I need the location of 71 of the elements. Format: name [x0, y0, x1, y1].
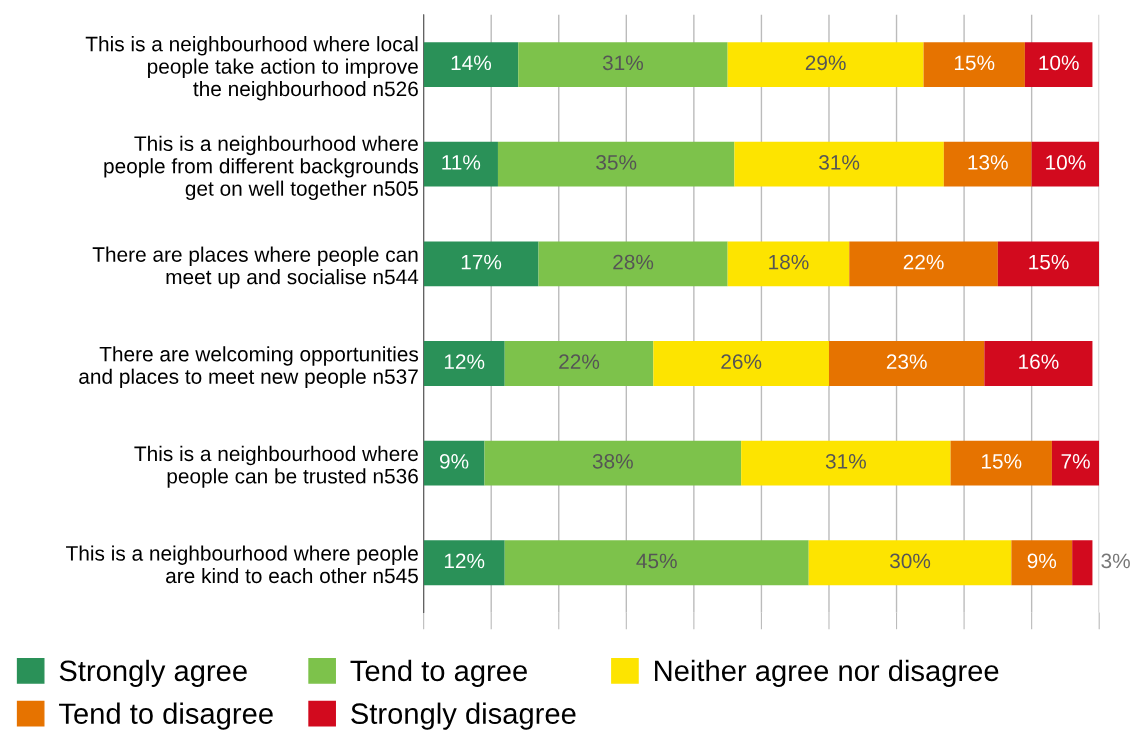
bar [849, 241, 998, 287]
data-label: 12% [444, 553, 485, 569]
bar [1072, 540, 1093, 586]
data-label: 10% [1046, 155, 1086, 170]
y-tick-label: This is a neighbourhood where people can be trusted n536 [134, 445, 418, 488]
data-label: 15% [1029, 254, 1069, 270]
legend-label: Tend to disagree [59, 702, 273, 730]
bar [943, 141, 1032, 187]
bar [828, 341, 985, 386]
bar [997, 241, 1100, 287]
bar [923, 42, 1025, 87]
bar [423, 440, 485, 486]
data-label: 22% [559, 354, 600, 369]
bar [538, 241, 728, 287]
data-label: 35% [596, 155, 637, 170]
bar [950, 440, 1052, 486]
data-label: 9% [1027, 553, 1057, 569]
bar [518, 42, 728, 87]
data-label: 18% [769, 254, 809, 270]
legend-label: Tend to agree [350, 659, 527, 687]
data-label: 29% [805, 55, 846, 71]
bar [1011, 540, 1073, 586]
bar [484, 440, 742, 486]
bar [497, 141, 735, 187]
data-label: 7% [1061, 454, 1090, 469]
data-label: 31% [602, 55, 644, 71]
bar [1024, 42, 1093, 87]
y-tick-label: There are places where people can meet up and socialise n544 [92, 246, 419, 289]
data-label: 45% [636, 553, 677, 569]
y-tick-label: There are welcoming opportunities and places to meet new people n537 [79, 346, 419, 389]
data-label: 3% [1101, 553, 1130, 569]
y-tick-label: This is a neighbourhood where local people take action to improve the neighbourhood n526 [85, 36, 418, 101]
bar [727, 241, 850, 287]
data-label: 26% [721, 354, 762, 370]
data-label: 31% [819, 155, 860, 170]
data-label: 17% [461, 254, 502, 270]
bar [734, 141, 944, 187]
bar [1051, 440, 1100, 486]
legend-label: Strongly agree [59, 659, 247, 687]
data-label: 9% [439, 453, 469, 469]
data-label: 14% [451, 55, 492, 71]
legend-label: Neither agree nor disagree [655, 659, 999, 687]
data-label: 10% [1039, 55, 1079, 71]
bar [984, 341, 1093, 386]
data-label: 15% [981, 454, 1022, 469]
bar [423, 241, 539, 287]
data-label: 23% [886, 354, 927, 370]
data-label: 16% [1019, 354, 1059, 370]
bar [741, 440, 951, 486]
y-tick-label: This is a neighbourhood where people from different backgrounds get on well together n505 [104, 135, 419, 201]
data-label: 31% [825, 453, 866, 469]
bar [504, 341, 654, 386]
bar [808, 540, 1012, 586]
data-label: 15% [954, 55, 995, 71]
legend-label: Strongly disagree [351, 702, 576, 730]
bar [423, 540, 505, 586]
bar [423, 341, 505, 386]
data-label: 30% [889, 553, 931, 569]
bar [423, 141, 498, 187]
bar [653, 341, 829, 386]
data-label: 12% [444, 354, 485, 369]
y-tick-label: This is a neighbourhood where people are kind to each other n545 [66, 545, 418, 584]
data-label: 13% [968, 155, 1008, 170]
data-label: 28% [613, 254, 654, 270]
bar [504, 540, 809, 586]
data-label: 11% [442, 155, 481, 170]
bar [727, 42, 924, 87]
data-label: 22% [903, 254, 944, 270]
data-label: 38% [592, 453, 633, 469]
bar [423, 42, 519, 87]
bar [1031, 141, 1100, 187]
